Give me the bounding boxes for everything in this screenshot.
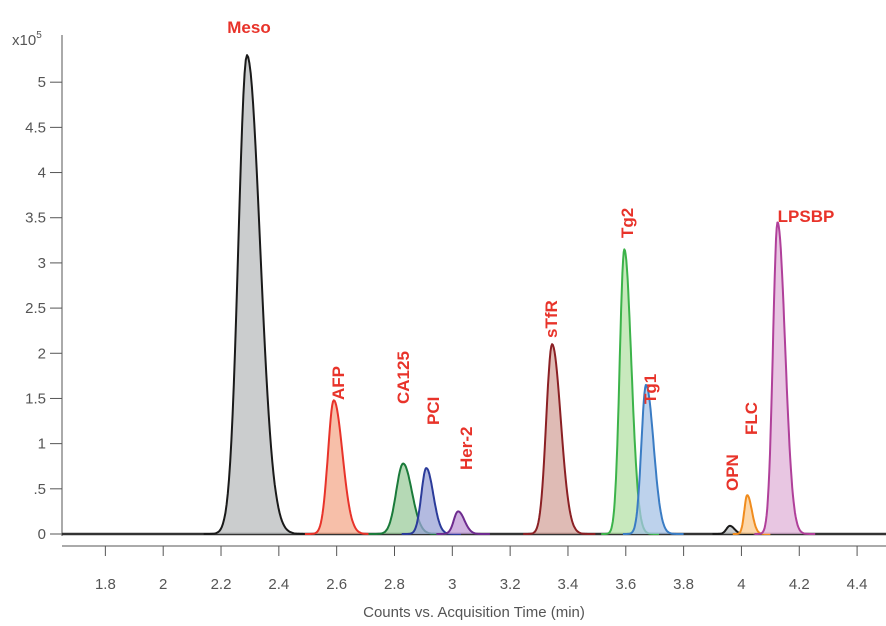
x-ticks: 1.8 2 2.2 2.4 2.6 2.8 3 3.2 3.4 3.6 3.8 4 4.2 4.4 [95,546,868,593]
y-tick-label: 1 [38,436,46,453]
x-tick-label: 3 [448,576,456,593]
x-axis-title: Counts vs. Acquisition Time (min) [363,604,585,621]
x-tick-label: 2.8 [384,576,405,593]
peak-area-ca125 [368,463,447,534]
peak-label-tg2: Tg2 [618,208,637,238]
peak-area-tg2 [601,249,659,534]
peak-area-opn [712,525,753,534]
y-tick-label: 3 [38,255,46,272]
peak-label-flc: FLC [742,402,761,435]
y-tick-label: 4 [38,165,46,182]
peak-line-meso [203,54,313,535]
y-ticks: 0 .5 1 1.5 2 2.5 3 3.5 4 4.5 5 [25,74,62,543]
y-tick-label: 0 [38,526,46,543]
peak-line-afp [304,399,378,535]
peak-label-afp: AFP [329,366,348,400]
peak-label-stfr: sTfR [542,300,561,338]
peak-area-tg1 [622,385,684,534]
x-tick-label: 2.2 [211,576,232,593]
peak-label-meso: Meso [227,18,270,37]
peak-label-lpsbp: LPSBP [778,207,835,226]
peak-area-stfr [523,344,596,534]
x-tick-label: 2.6 [326,576,347,593]
peak-area-meso [203,55,313,534]
x-tick-label: 4.2 [789,576,810,593]
x-tick-label: 1.8 [95,576,116,593]
y-multiplier-label: x105 [12,30,42,49]
peak-label-opn: OPN [723,454,742,491]
peak-label-tg1: Tg1 [641,374,660,404]
peak-area-lpsbp [754,222,816,534]
y-tick-label: 2 [38,345,46,362]
peak-area-her-2 [436,511,490,534]
y-tick-label: 3.5 [25,210,46,227]
peak-area-pci [401,468,461,534]
x-tick-label: 2 [159,576,167,593]
x-tick-label: 3.8 [673,576,694,593]
peak-line-her-2 [436,510,491,535]
y-tick-label: 2.5 [25,300,46,317]
x-tick-label: 4 [737,576,745,593]
peak-area-flc [732,495,771,534]
y-tick-label: 5 [38,74,46,91]
y-tick-label: 1.5 [25,390,46,407]
y-tick-label: .5 [33,481,46,498]
peak-traces [203,54,816,535]
peak-line-stfr [523,343,596,535]
y-tick-label: 4.5 [25,119,46,136]
x-tick-label: 3.4 [558,576,579,593]
x-tick-label: 3.2 [500,576,521,593]
peak-label-her-2: Her-2 [457,427,476,470]
peak-line-lpsbp [754,221,816,535]
x-tick-label: 4.4 [847,576,868,593]
x-tick-label: 2.4 [268,576,289,593]
peak-area-afp [304,400,378,534]
peak-line-tg1 [622,384,684,535]
peak-label-pci: PCI [424,397,443,425]
peak-label-ca125: CA125 [394,351,413,404]
x-tick-label: 3.6 [615,576,636,593]
